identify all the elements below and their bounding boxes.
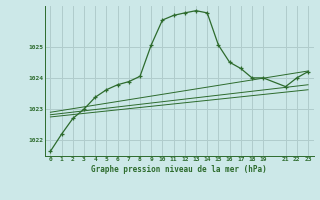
- X-axis label: Graphe pression niveau de la mer (hPa): Graphe pression niveau de la mer (hPa): [91, 165, 267, 174]
